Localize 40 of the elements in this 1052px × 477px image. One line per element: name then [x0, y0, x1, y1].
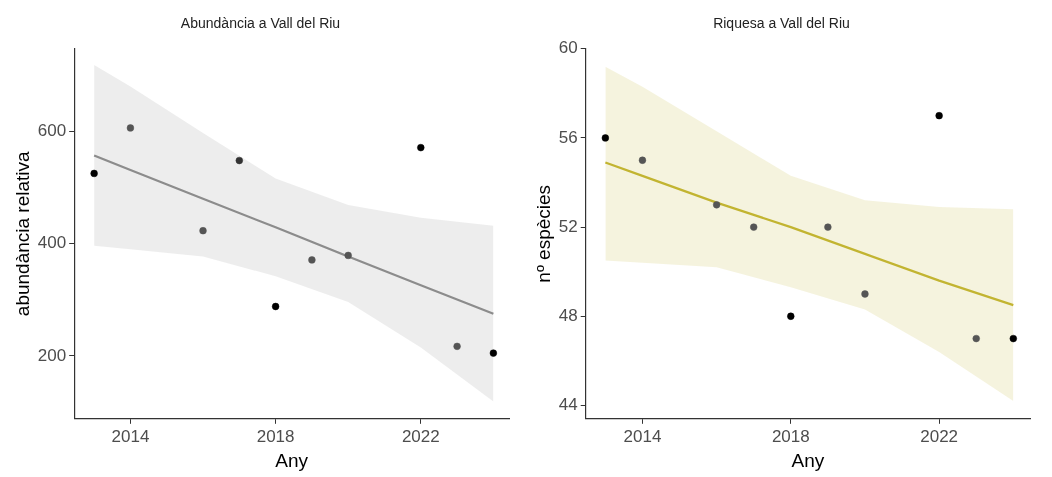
x-tick-label: 2018	[256, 426, 295, 446]
x-tick-label: 2018	[771, 426, 810, 446]
y-tick-label: 52	[558, 216, 578, 236]
point	[453, 342, 461, 351]
x-tick-label: 2022	[401, 426, 440, 446]
y-tick-label: 600	[37, 121, 67, 141]
y-tick-label: 44	[558, 395, 578, 415]
point	[90, 169, 98, 178]
point	[271, 302, 280, 311]
point	[308, 256, 316, 264]
point	[1009, 334, 1017, 343]
x-tick-label: 2014	[623, 426, 662, 446]
point	[972, 334, 980, 343]
x-tick-label: 2022	[920, 426, 959, 446]
point	[199, 227, 207, 235]
x-axis-title: Any	[791, 449, 825, 471]
y-axis-title: abundància relativa	[11, 150, 33, 317]
x-tick-label: 2014	[111, 426, 150, 446]
point	[126, 124, 135, 132]
y-tick-label: 400	[37, 233, 67, 253]
point	[235, 156, 243, 165]
point	[601, 134, 610, 142]
y-tick-label: 56	[558, 127, 578, 147]
point	[750, 223, 758, 231]
point	[344, 251, 352, 260]
point	[489, 349, 498, 357]
point	[787, 312, 795, 320]
chart-title: Abundància a Vall del Riu	[180, 15, 341, 32]
point	[417, 143, 425, 152]
point	[935, 112, 943, 120]
point	[861, 290, 869, 298]
x-axis-title: Any	[275, 449, 309, 471]
y-tick-label: 60	[558, 38, 578, 58]
y-tick-label: 48	[558, 305, 578, 325]
y-axis-title: nº espècies	[532, 184, 554, 283]
y-tick-label: 200	[37, 345, 67, 365]
point	[638, 156, 647, 164]
point	[824, 223, 832, 231]
chart-title: Riquesa a Vall del Riu	[713, 15, 850, 32]
point	[712, 201, 721, 209]
